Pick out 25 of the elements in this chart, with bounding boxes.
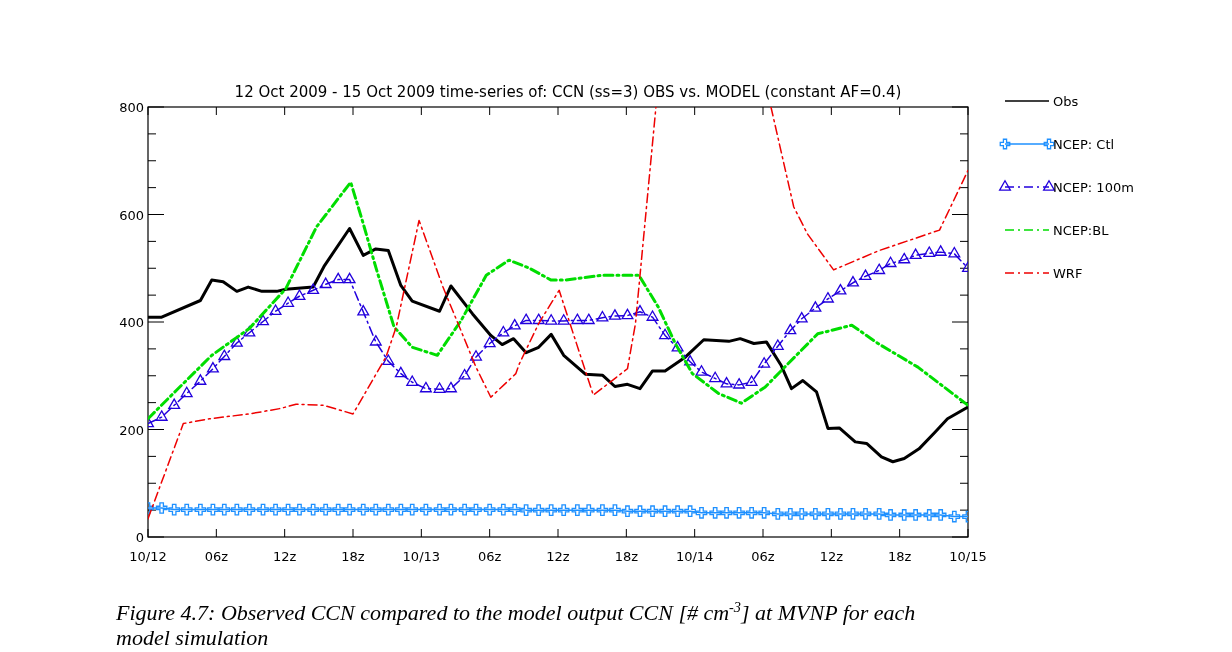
x-tick-label: 10/12: [129, 549, 167, 564]
y-tick-label: 400: [119, 315, 144, 330]
y-tick-label: 800: [119, 100, 144, 115]
x-tick-label: 12z: [819, 549, 844, 564]
x-tick-label: 12z: [272, 549, 297, 564]
x-tick-label: 06z: [751, 549, 775, 564]
legend-label: Obs: [1053, 94, 1079, 109]
y-tick-label: 600: [119, 207, 144, 223]
x-tick-label: 06z: [477, 549, 502, 564]
x-tick-label: 10/13: [402, 549, 441, 564]
x-tick-label: 10/14: [675, 549, 714, 564]
legend-label: NCEP: 100m: [1053, 180, 1134, 195]
x-tick-label: 12z: [546, 549, 570, 564]
legend-label: WRF: [1053, 266, 1083, 281]
x-tick-label: 18z: [887, 549, 912, 564]
legend-label: NCEP:BL: [1053, 223, 1110, 238]
x-tick-label: 18z: [614, 549, 639, 564]
x-tick-label: 18z: [341, 549, 365, 564]
chart-title: 12 Oct 2009 - 15 Oct 2009 time-series of: CCN (ss=3) OBS vs. MODEL (constant AF=0.4): [234, 83, 902, 101]
legend-label: NCEP: Ctl: [1053, 137, 1115, 152]
y-tick-label: 0: [135, 530, 144, 545]
x-tick-label: 10/15: [949, 549, 987, 564]
text: Figure 4.7: Observed CCN compared to the model output CCN [# cm$^{-3}$] at MVNP for each model simulation: [116, 599, 916, 650]
x-tick-label: 06z: [204, 549, 229, 564]
y-tick-label: 200: [119, 422, 144, 438]
